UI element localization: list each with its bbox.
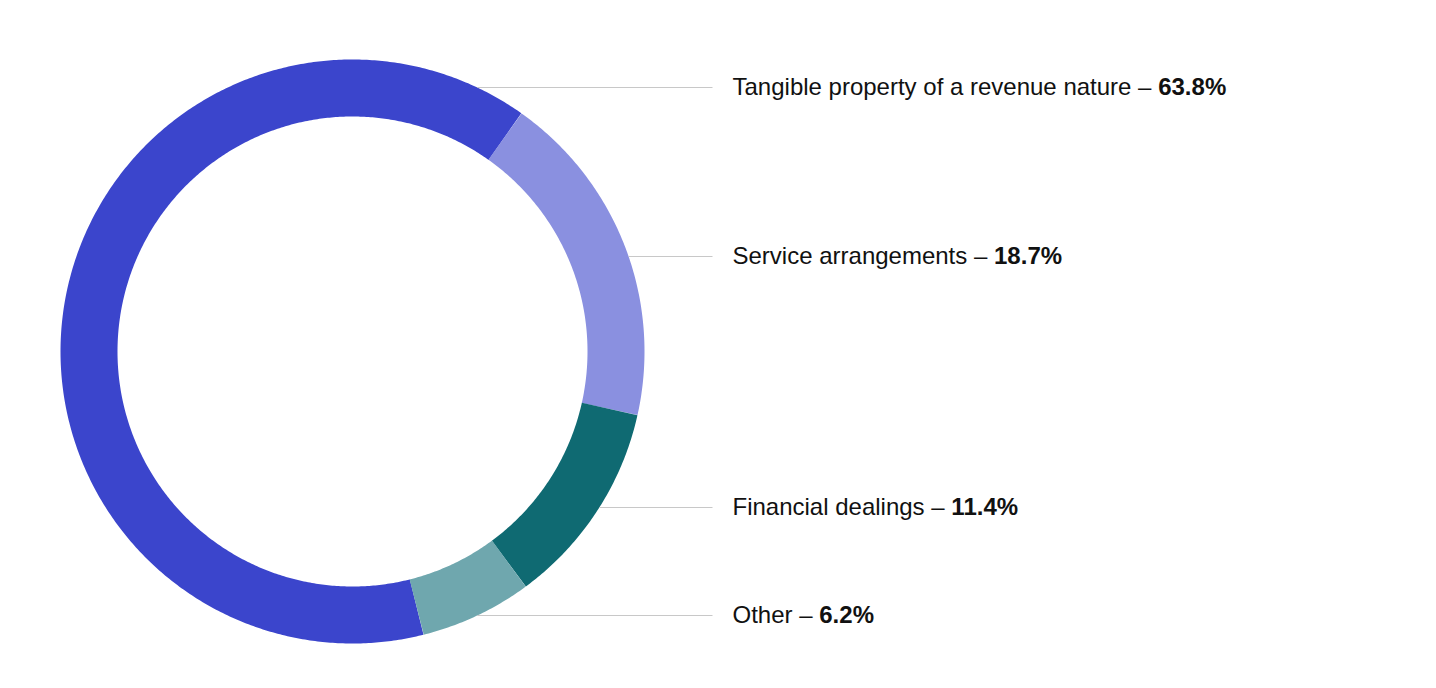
svg-text:Tangible property of a revenue: Tangible property of a revenue nature –6… (733, 73, 1227, 100)
svg-text:Other –6.2%: Other –6.2% (733, 601, 874, 628)
svg-text:Service arrangements –18.7%: Service arrangements –18.7% (733, 242, 1063, 269)
svg-text:Financial dealings –11.4%: Financial dealings –11.4% (733, 493, 1019, 520)
